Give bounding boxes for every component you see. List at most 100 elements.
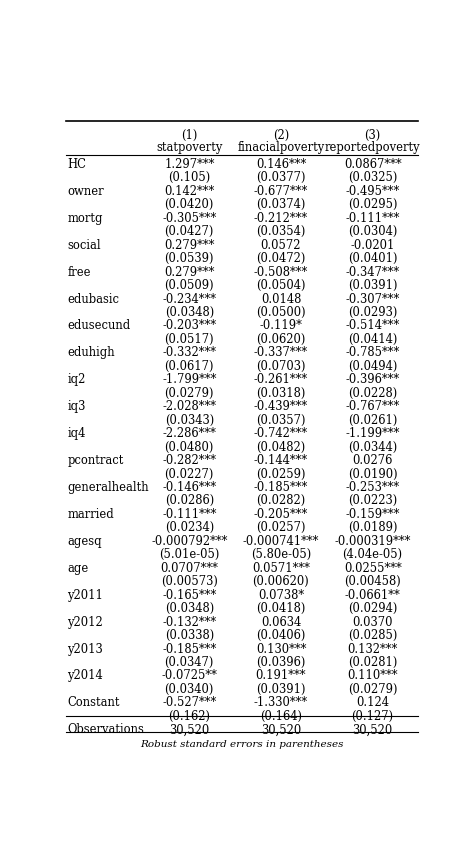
Text: (0.0401): (0.0401) <box>348 252 397 265</box>
Text: (0.0295): (0.0295) <box>348 198 397 211</box>
Text: (0.0348): (0.0348) <box>165 306 214 319</box>
Text: statpoverty: statpoverty <box>156 140 222 153</box>
Text: -0.396***: -0.396*** <box>346 373 400 386</box>
Text: iq3: iq3 <box>68 400 86 413</box>
Text: (0.164): (0.164) <box>260 710 302 723</box>
Text: 1.297***: 1.297*** <box>164 158 214 171</box>
Text: (0.0190): (0.0190) <box>348 468 397 481</box>
Text: agesq: agesq <box>68 535 102 548</box>
Text: (0.0340): (0.0340) <box>165 683 214 696</box>
Text: married: married <box>68 507 114 521</box>
Text: -0.185***: -0.185*** <box>254 481 308 494</box>
Text: (0.0414): (0.0414) <box>348 333 397 346</box>
Text: (3): (3) <box>364 129 381 142</box>
Text: 0.0370: 0.0370 <box>352 616 393 629</box>
Text: (0.0354): (0.0354) <box>256 225 306 238</box>
Text: -0.212***: -0.212*** <box>254 212 308 225</box>
Text: -1.330***: -1.330*** <box>254 696 308 709</box>
Text: -0.185***: -0.185*** <box>162 643 216 656</box>
Text: (0.0391): (0.0391) <box>256 683 306 696</box>
Text: 0.146***: 0.146*** <box>256 158 306 171</box>
Text: (0.00573): (0.00573) <box>161 575 218 588</box>
Text: 0.0276: 0.0276 <box>352 454 393 467</box>
Text: 0.0571***: 0.0571*** <box>252 562 310 575</box>
Text: (0.0338): (0.0338) <box>165 629 214 642</box>
Text: (0.0406): (0.0406) <box>256 629 306 642</box>
Text: edusecund: edusecund <box>68 320 130 333</box>
Text: -0.203***: -0.203*** <box>162 320 216 333</box>
Text: generalhealth: generalhealth <box>68 481 149 494</box>
Text: (0.0259): (0.0259) <box>256 468 306 481</box>
Text: 0.0867***: 0.0867*** <box>344 158 401 171</box>
Text: reportedpoverty: reportedpoverty <box>325 140 420 153</box>
Text: (0.0418): (0.0418) <box>256 602 306 615</box>
Text: -0.111***: -0.111*** <box>162 507 217 521</box>
Text: -0.0661**: -0.0661** <box>345 589 401 602</box>
Text: (0.0480): (0.0480) <box>165 441 214 454</box>
Text: (0.0279): (0.0279) <box>165 387 214 400</box>
Text: 0.130***: 0.130*** <box>256 643 306 656</box>
Text: -0.0201: -0.0201 <box>350 239 395 252</box>
Text: 0.191***: 0.191*** <box>256 669 306 682</box>
Text: (0.00458): (0.00458) <box>344 575 401 588</box>
Text: -0.508***: -0.508*** <box>254 266 308 279</box>
Text: iq2: iq2 <box>68 373 86 386</box>
Text: -0.253***: -0.253*** <box>346 481 400 494</box>
Text: finacialpoverty: finacialpoverty <box>237 140 325 153</box>
Text: -0.000792***: -0.000792*** <box>151 535 227 548</box>
Text: -1.199***: -1.199*** <box>346 427 400 440</box>
Text: eduhigh: eduhigh <box>68 346 115 359</box>
Text: (1): (1) <box>181 129 197 142</box>
Text: -0.495***: -0.495*** <box>346 184 400 197</box>
Text: 0.0738*: 0.0738* <box>258 589 304 602</box>
Text: (0.0189): (0.0189) <box>348 521 397 534</box>
Text: (0.00620): (0.00620) <box>253 575 310 588</box>
Text: Robust standard errors in parentheses: Robust standard errors in parentheses <box>140 740 344 749</box>
Text: (0.0517): (0.0517) <box>165 333 214 346</box>
Text: -2.028***: -2.028*** <box>162 400 216 413</box>
Text: -0.132***: -0.132*** <box>162 616 216 629</box>
Text: -0.0725**: -0.0725** <box>161 669 217 682</box>
Text: -0.111***: -0.111*** <box>346 212 400 225</box>
Text: (0.0427): (0.0427) <box>165 225 214 238</box>
Text: 0.142***: 0.142*** <box>164 184 214 197</box>
Text: (0.0286): (0.0286) <box>165 494 214 507</box>
Text: owner: owner <box>68 184 104 197</box>
Text: edubasic: edubasic <box>68 293 119 306</box>
Text: (0.0344): (0.0344) <box>348 441 397 454</box>
Text: pcontract: pcontract <box>68 454 124 467</box>
Text: -0.119*: -0.119* <box>259 320 303 333</box>
Text: -0.165***: -0.165*** <box>162 589 216 602</box>
Text: (0.0228): (0.0228) <box>348 387 397 400</box>
Text: 0.0634: 0.0634 <box>261 616 301 629</box>
Text: (0.0348): (0.0348) <box>165 602 214 615</box>
Text: y2012: y2012 <box>68 616 103 629</box>
Text: (0.0261): (0.0261) <box>348 414 397 427</box>
Text: -0.785***: -0.785*** <box>346 346 400 359</box>
Text: 0.124: 0.124 <box>356 696 389 709</box>
Text: 0.110***: 0.110*** <box>348 669 398 682</box>
Text: y2013: y2013 <box>68 643 103 656</box>
Text: -0.677***: -0.677*** <box>254 184 308 197</box>
Text: 0.0255***: 0.0255*** <box>344 562 401 575</box>
Text: -0.144***: -0.144*** <box>254 454 308 467</box>
Text: -0.305***: -0.305*** <box>162 212 216 225</box>
Text: (0.105): (0.105) <box>168 171 211 184</box>
Text: 30,520: 30,520 <box>169 723 210 736</box>
Text: -0.767***: -0.767*** <box>346 400 400 413</box>
Text: (5.80e-05): (5.80e-05) <box>251 548 311 561</box>
Text: social: social <box>68 239 101 252</box>
Text: -0.527***: -0.527*** <box>162 696 216 709</box>
Text: (0.162): (0.162) <box>168 710 210 723</box>
Text: -0.439***: -0.439*** <box>254 400 308 413</box>
Text: mortg: mortg <box>68 212 103 225</box>
Text: (0.0325): (0.0325) <box>348 171 397 184</box>
Text: (0.0282): (0.0282) <box>257 494 306 507</box>
Text: (0.0472): (0.0472) <box>256 252 306 265</box>
Text: (0.0620): (0.0620) <box>256 333 306 346</box>
Text: (0.0374): (0.0374) <box>256 198 306 211</box>
Text: (0.0223): (0.0223) <box>348 494 397 507</box>
Text: (0.0227): (0.0227) <box>165 468 214 481</box>
Text: (5.01e-05): (5.01e-05) <box>159 548 219 561</box>
Text: -0.282***: -0.282*** <box>162 454 216 467</box>
